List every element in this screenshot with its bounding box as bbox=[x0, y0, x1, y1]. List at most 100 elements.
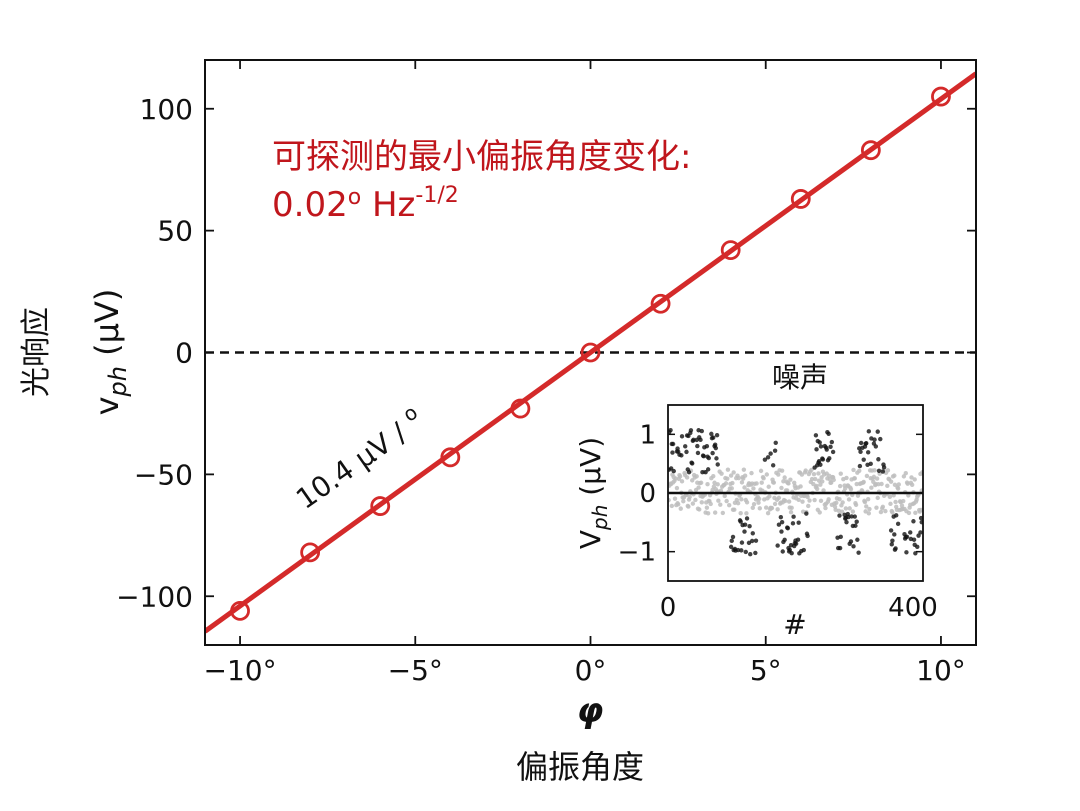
noise-point bbox=[866, 511, 872, 516]
noise-point bbox=[874, 505, 879, 510]
noise-point bbox=[783, 498, 788, 504]
noise-point-dark bbox=[838, 534, 843, 540]
noise-point bbox=[906, 510, 912, 516]
noise-point-dark bbox=[730, 534, 736, 540]
noise-point bbox=[712, 510, 718, 515]
noise-point bbox=[686, 504, 691, 509]
noise-point-dark bbox=[904, 550, 909, 555]
noise-point-dark bbox=[770, 463, 776, 468]
noise-point-dark bbox=[679, 434, 685, 439]
noise-point-dark bbox=[698, 437, 703, 443]
noise-point-dark bbox=[918, 530, 923, 535]
noise-point-dark bbox=[683, 444, 688, 449]
noise-point-dark bbox=[830, 449, 836, 455]
noise-point-dark bbox=[735, 547, 741, 553]
noise-point bbox=[788, 477, 793, 482]
noise-point-dark bbox=[827, 456, 832, 461]
noise-point-dark bbox=[785, 526, 791, 531]
noise-point bbox=[864, 473, 870, 479]
noise-point bbox=[669, 503, 675, 509]
noise-point-dark bbox=[866, 429, 872, 434]
x-tick-label: 10° bbox=[916, 654, 966, 687]
noise-point bbox=[742, 485, 747, 490]
noise-point bbox=[693, 497, 698, 503]
noise-point-dark bbox=[875, 429, 880, 434]
noise-point-dark bbox=[739, 548, 744, 553]
noise-point bbox=[893, 499, 898, 505]
linear-fit-line bbox=[205, 71, 976, 634]
data-point bbox=[720, 240, 741, 261]
noise-point bbox=[751, 501, 757, 507]
noise-point-dark bbox=[765, 455, 771, 460]
noise-point-dark bbox=[916, 533, 921, 538]
noise-point bbox=[813, 476, 818, 482]
noise-point-dark bbox=[742, 522, 748, 527]
noise-point bbox=[888, 501, 893, 507]
noise-point bbox=[876, 481, 881, 487]
noise-point bbox=[704, 505, 710, 510]
noise-point-dark bbox=[746, 540, 752, 546]
data-point bbox=[370, 496, 391, 516]
noise-point bbox=[681, 499, 686, 504]
noise-point-dark bbox=[853, 523, 858, 528]
noise-point-dark bbox=[779, 529, 784, 534]
noise-point bbox=[720, 510, 726, 516]
noise-point bbox=[901, 498, 906, 504]
x-tick-label: 5° bbox=[750, 654, 782, 687]
noise-point bbox=[698, 480, 704, 485]
noise-point bbox=[899, 503, 905, 508]
data-point bbox=[790, 189, 811, 209]
noise-point-dark bbox=[712, 442, 718, 447]
noise-point bbox=[741, 467, 747, 472]
inset-y-label: Vph (μV) bbox=[574, 437, 612, 549]
noise-point bbox=[779, 485, 784, 491]
noise-point-dark bbox=[911, 537, 917, 542]
noise-point-dark bbox=[876, 457, 881, 462]
noise-point bbox=[719, 471, 724, 476]
noise-point bbox=[823, 505, 828, 511]
noise-point-dark bbox=[747, 523, 752, 529]
noise-point-dark bbox=[915, 544, 920, 550]
noise-point-dark bbox=[671, 468, 676, 474]
noise-point-dark bbox=[837, 513, 842, 518]
noise-point bbox=[694, 474, 699, 479]
noise-point-dark bbox=[892, 532, 897, 537]
noise-point bbox=[843, 486, 848, 491]
noise-point bbox=[814, 486, 820, 492]
noise-point-dark bbox=[742, 529, 747, 534]
noise-point-dark bbox=[865, 450, 871, 455]
noise-point bbox=[857, 468, 862, 473]
noise-point bbox=[734, 497, 740, 503]
noise-point-dark bbox=[849, 514, 854, 519]
noise-point-dark bbox=[893, 546, 898, 551]
noise-point-dark bbox=[688, 428, 694, 433]
noise-point bbox=[839, 509, 845, 514]
noise-point-dark bbox=[828, 444, 833, 449]
noise-point bbox=[906, 493, 911, 498]
data-point bbox=[931, 86, 951, 107]
noise-point bbox=[883, 508, 888, 514]
noise-point-dark bbox=[690, 461, 695, 466]
noise-point bbox=[766, 484, 771, 489]
noise-point bbox=[879, 481, 884, 487]
noise-point-dark bbox=[790, 521, 796, 526]
noise-point bbox=[761, 476, 766, 481]
noise-point bbox=[723, 481, 729, 486]
noise-point bbox=[776, 472, 781, 477]
noise-point-dark bbox=[699, 428, 704, 434]
noise-point bbox=[759, 480, 764, 485]
noise-point bbox=[674, 485, 680, 491]
noise-point-dark bbox=[772, 448, 778, 453]
noise-point-dark bbox=[695, 443, 700, 449]
noise-point-dark bbox=[778, 514, 784, 520]
noise-point bbox=[764, 472, 770, 477]
noise-point bbox=[738, 510, 743, 516]
noise-point bbox=[874, 476, 880, 481]
noise-point-dark bbox=[817, 440, 822, 445]
noise-point bbox=[885, 468, 891, 473]
noise-point-dark bbox=[876, 468, 882, 473]
noise-point-dark bbox=[706, 455, 711, 461]
noise-point-dark bbox=[796, 520, 801, 525]
noise-point-dark bbox=[872, 437, 877, 442]
noise-point bbox=[848, 487, 854, 492]
